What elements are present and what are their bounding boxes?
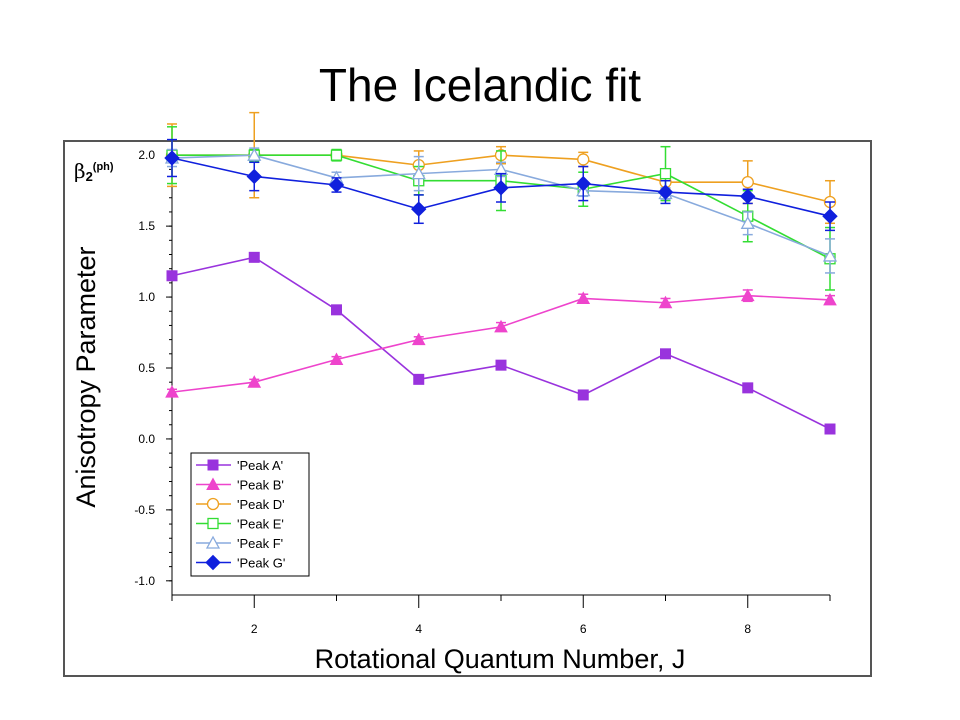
data-point <box>494 319 508 333</box>
legend-marker <box>205 535 221 549</box>
data-point <box>822 208 838 224</box>
data-point <box>328 177 345 193</box>
data-point <box>330 149 343 161</box>
series-line <box>171 256 831 430</box>
data-point <box>411 332 426 346</box>
data-point <box>659 167 672 180</box>
data-point <box>164 150 180 166</box>
x-tick-label: 8 <box>744 622 751 636</box>
data-point <box>247 147 262 161</box>
series-line <box>171 294 831 393</box>
y-axis-title: Anisotropy Parameter <box>71 246 101 507</box>
beta-label: β2(ph) <box>74 159 114 184</box>
data-point <box>822 248 838 262</box>
x-axis-title: Rotational Quantum Number, J <box>315 644 686 674</box>
series-1 <box>165 288 837 398</box>
data-point <box>742 382 754 394</box>
data-point <box>740 288 755 302</box>
data-point <box>331 304 342 316</box>
data-point <box>247 375 262 388</box>
legend-label: 'Peak A' <box>237 458 283 473</box>
legend-label: 'Peak G' <box>237 556 285 571</box>
data-point <box>577 389 589 401</box>
legend-marker <box>207 517 219 530</box>
series-5 <box>164 138 838 232</box>
legend-marker <box>205 554 221 571</box>
y-tick-label: 1.0 <box>138 290 155 304</box>
data-point <box>741 175 754 189</box>
data-point <box>246 168 262 185</box>
slide-title: The Icelandic fit <box>318 59 642 111</box>
data-point <box>657 184 674 200</box>
data-point <box>411 201 427 217</box>
data-point <box>823 292 837 306</box>
x-tick-label: 6 <box>580 622 587 636</box>
data-point <box>411 166 426 180</box>
y-tick-label: 0.0 <box>138 432 155 446</box>
data-point <box>575 175 591 192</box>
series-0 <box>166 251 836 435</box>
legend-label: 'Peak F' <box>237 536 283 551</box>
data-point <box>248 251 260 263</box>
legend: 'Peak A' 'Peak B' 'Peak D' 'Peak E' 'Peak F'… <box>190 452 310 577</box>
y-tick-label: 2.0 <box>138 148 155 162</box>
legend-box <box>190 452 310 577</box>
x-tick-label: 2 <box>251 622 258 636</box>
data-point <box>576 291 591 304</box>
y-tick-label: -1.0 <box>134 574 155 588</box>
y-tick-label: -0.5 <box>134 503 155 517</box>
y-tick-label: 1.5 <box>138 219 155 233</box>
legend-marker <box>206 477 220 490</box>
data-point <box>824 423 836 435</box>
data-point <box>166 270 178 282</box>
data-point <box>740 215 755 229</box>
data-point <box>658 295 673 309</box>
data-point <box>660 348 671 360</box>
data-point <box>329 352 344 365</box>
data-point <box>413 373 425 385</box>
data-point <box>493 180 509 196</box>
x-tick-label: 4 <box>415 622 422 636</box>
data-point <box>740 188 756 205</box>
legend-label: 'Peak E' <box>237 517 284 532</box>
legend-marker <box>207 459 219 471</box>
legend-label: 'Peak B' <box>237 478 284 493</box>
data-point <box>495 359 507 371</box>
chart-frame <box>63 140 872 677</box>
data-point <box>165 385 179 398</box>
legend-marker <box>206 497 220 511</box>
data-point <box>577 153 590 166</box>
legend-label: 'Peak D' <box>237 497 285 512</box>
y-tick-label: 0.5 <box>138 361 155 375</box>
